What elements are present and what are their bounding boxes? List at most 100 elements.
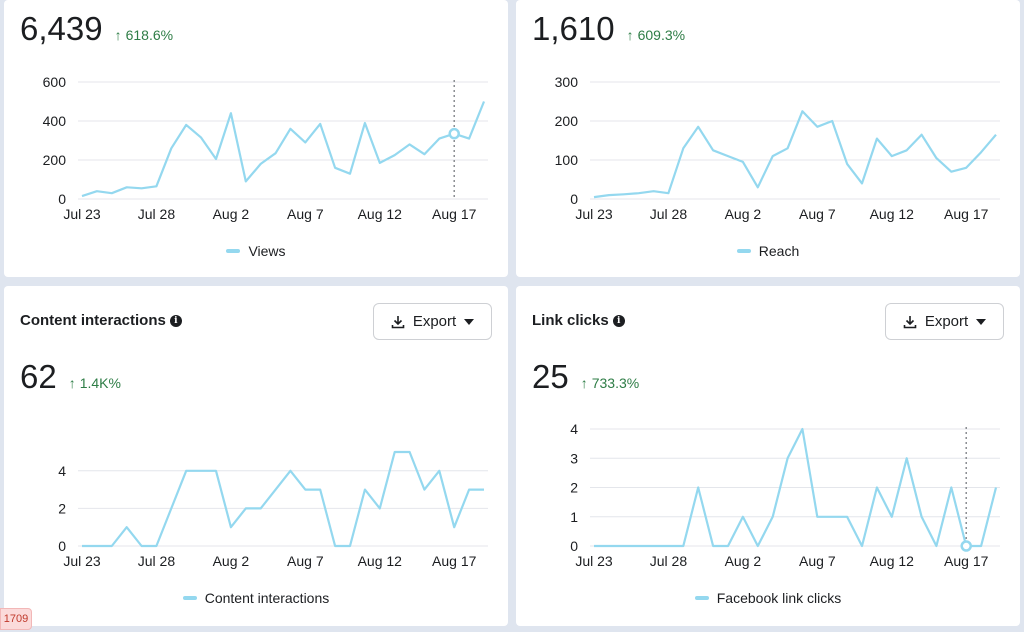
y-tick-label: 1	[570, 509, 578, 525]
y-tick-label: 400	[43, 113, 67, 129]
x-tick-label: Aug 2	[213, 206, 250, 222]
export-button[interactable]: Export	[373, 303, 492, 340]
reach-card: 1,610 ↑ 609.3% 0 100 200 300 Jul 23 Jul 28 Aug…	[516, 0, 1020, 277]
x-tick-label: Jul 28	[138, 206, 176, 222]
y-tick-label: 300	[555, 74, 579, 90]
legend-swatch	[694, 596, 709, 600]
caret-down-icon	[464, 318, 475, 325]
x-tick-label: Aug 2	[213, 553, 250, 569]
link-clicks-chart[interactable]: 0 1 2 3 4 Jul 23 Jul 28 Aug 2 Aug 7 Aug 12 Aug 17	[516, 286, 1020, 586]
views-chart[interactable]: 0 200 400 600 Jul 23 Jul 28 Aug 2 Aug 7 Aug 12 Au…	[4, 0, 508, 235]
y-tick-label: 0	[58, 191, 66, 207]
caret-down-icon	[976, 318, 987, 325]
x-tick-label: Jul 23	[63, 553, 101, 569]
link-clicks-delta-text: 733.3%	[591, 375, 640, 391]
export-button-label: Export	[412, 313, 457, 330]
views-delta-text: 618.6%	[125, 27, 174, 43]
corner-badge: 1709	[0, 608, 32, 630]
reach-delta-text: 609.3%	[637, 27, 686, 43]
x-tick-label: Aug 17	[944, 553, 989, 569]
y-tick-label: 0	[570, 538, 578, 554]
x-tick-label: Jul 28	[650, 553, 688, 569]
views-metric: 6,439 ↑ 618.6%	[20, 10, 173, 48]
arrow-up-icon: ↑	[626, 27, 634, 43]
legend-swatch	[226, 249, 241, 253]
reach-legend-label: Reach	[758, 243, 800, 259]
y-tick-label: 3	[570, 450, 578, 466]
x-tick-label: Aug 7	[799, 553, 836, 569]
y-tick-label: 4	[570, 421, 578, 437]
link-clicks-title: Link clicks i	[532, 312, 625, 329]
x-tick-label: Aug 12	[870, 206, 915, 222]
download-icon	[903, 315, 917, 328]
series-line[interactable]	[81, 101, 486, 198]
hover-marker-point[interactable]	[448, 127, 460, 140]
y-tick-label: 600	[43, 74, 67, 90]
x-tick-label: Jul 23	[63, 206, 101, 222]
series-line[interactable]	[593, 110, 997, 199]
y-tick-label: 2	[58, 500, 66, 516]
link-clicks-legend-label: Facebook link clicks	[716, 590, 842, 606]
legend-swatch	[736, 249, 751, 253]
y-tick-label: 0	[58, 538, 66, 554]
info-icon[interactable]: i	[169, 314, 182, 327]
views-value: 6,439	[20, 10, 103, 47]
link-clicks-metric: 25 ↑ 733.3%	[532, 358, 639, 396]
x-tick-label: Aug 12	[358, 553, 403, 569]
export-button[interactable]: Export	[885, 303, 1004, 340]
content-interactions-legend-label: Content interactions	[204, 590, 330, 606]
reach-legend[interactable]: Reach	[516, 243, 1020, 259]
content-interactions-title-text: Content interactions	[20, 312, 166, 329]
link-clicks-delta: ↑ 733.3%	[581, 375, 639, 391]
y-tick-label: 200	[555, 113, 579, 129]
x-tick-label: Jul 23	[575, 553, 613, 569]
arrow-up-icon: ↑	[68, 375, 76, 391]
x-tick-label: Aug 2	[725, 553, 762, 569]
x-tick-label: Aug 12	[358, 206, 403, 222]
arrow-up-icon: ↑	[114, 27, 122, 43]
content-interactions-chart[interactable]: 0 2 4 Jul 23 Jul 28 Aug 2 Aug 7 Aug 12 Aug 17	[4, 286, 508, 586]
x-tick-label: Aug 17	[432, 553, 477, 569]
views-legend[interactable]: Views	[4, 243, 508, 259]
x-tick-label: Aug 17	[432, 206, 477, 222]
series-line[interactable]	[82, 450, 484, 548]
link-clicks-card: Link clicks i Export 25 ↑ 733.3% 0 1 2 3 4 Ju…	[516, 286, 1020, 626]
content-interactions-value: 62	[20, 358, 57, 395]
reach-value: 1,610	[532, 10, 615, 47]
reach-delta: ↑ 609.3%	[627, 27, 685, 43]
content-interactions-metric: 62 ↑ 1.4K%	[20, 358, 121, 396]
views-delta: ↑ 618.6%	[115, 27, 173, 43]
link-clicks-value: 25	[532, 358, 569, 395]
legend-swatch	[182, 596, 197, 600]
y-tick-label: 2	[570, 480, 578, 496]
y-tick-label: 0	[570, 191, 578, 207]
link-clicks-legend[interactable]: Facebook link clicks	[516, 590, 1020, 606]
export-button-label: Export	[924, 313, 969, 330]
x-tick-label: Jul 23	[575, 206, 613, 222]
link-clicks-title-text: Link clicks	[532, 312, 609, 329]
x-tick-label: Aug 17	[944, 206, 989, 222]
reach-metric: 1,610 ↑ 609.3%	[532, 10, 685, 48]
download-icon	[391, 315, 405, 328]
y-tick-label: 4	[58, 463, 66, 479]
series-line[interactable]	[594, 427, 998, 548]
x-tick-label: Aug 2	[725, 206, 762, 222]
y-tick-label: 100	[555, 152, 579, 168]
x-tick-label: Aug 12	[870, 553, 915, 569]
x-tick-label: Aug 7	[799, 206, 836, 222]
views-card: 6,439 ↑ 618.6% 0 200 400 600 Jul 23 Jul 28 Aug…	[4, 0, 508, 277]
content-interactions-delta: ↑ 1.4K%	[69, 375, 121, 391]
x-tick-label: Aug 7	[287, 206, 324, 222]
x-tick-label: Aug 7	[287, 553, 324, 569]
reach-chart[interactable]: 0 100 200 300 Jul 23 Jul 28 Aug 2 Aug 7 Aug 12 Au…	[516, 0, 1020, 235]
hover-marker-point[interactable]	[960, 540, 972, 552]
views-legend-label: Views	[248, 243, 286, 259]
x-tick-label: Jul 28	[138, 553, 176, 569]
content-interactions-title: Content interactions i	[20, 312, 182, 329]
info-icon[interactable]: i	[612, 314, 625, 327]
y-tick-label: 200	[43, 152, 67, 168]
content-interactions-card: Content interactions i Export 62 ↑ 1.4K%…	[4, 286, 508, 626]
content-interactions-legend[interactable]: Content interactions	[4, 590, 508, 606]
arrow-up-icon: ↑	[580, 375, 588, 391]
x-tick-label: Jul 28	[650, 206, 688, 222]
